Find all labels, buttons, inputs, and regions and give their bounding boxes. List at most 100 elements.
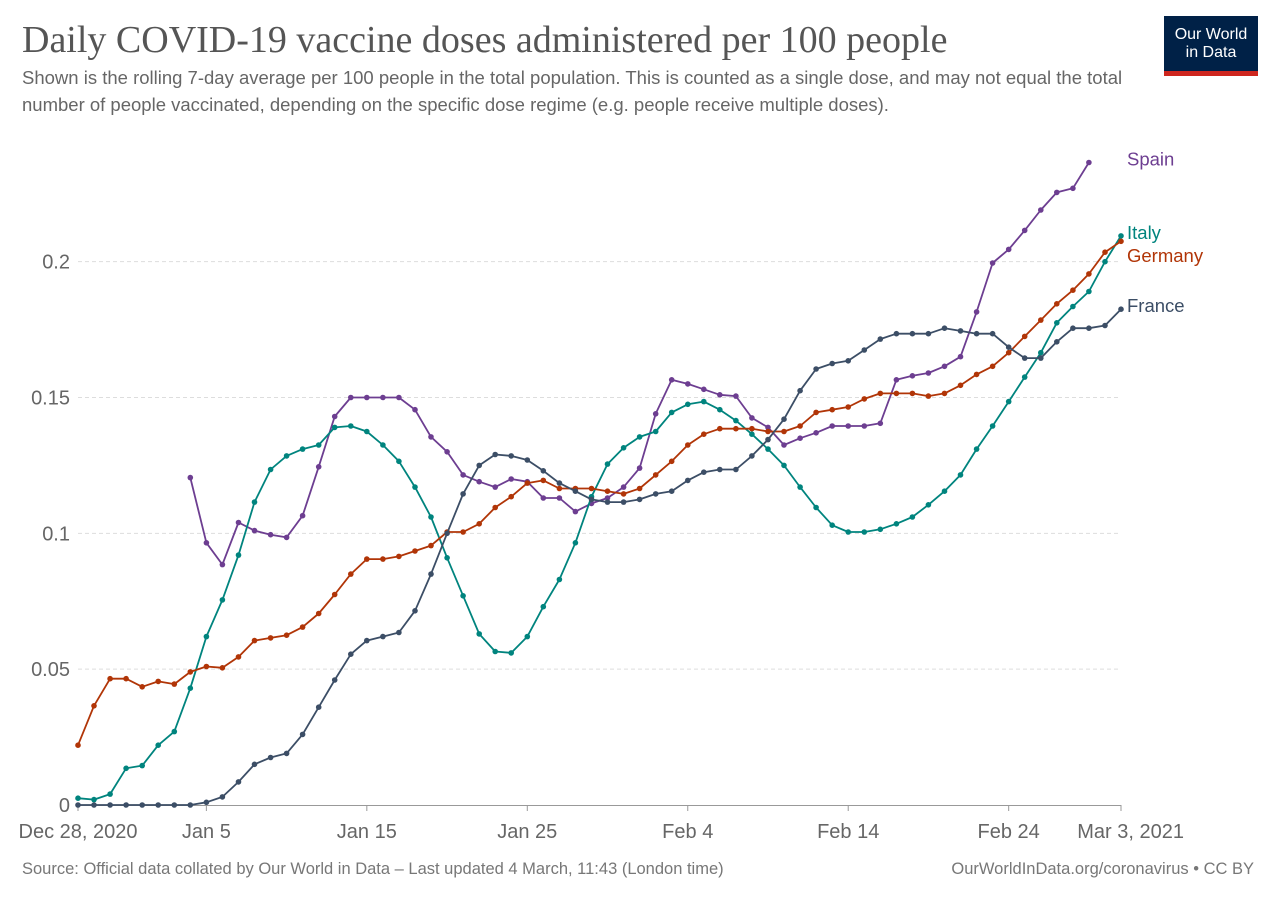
data-point-france [283,750,290,757]
data-point-germany [155,678,161,685]
data-point-spain [219,561,226,568]
data-point-france [123,802,129,808]
data-point-france [781,416,787,423]
data-point-germany [1005,349,1012,356]
data-point-germany [1102,249,1108,255]
data-point-germany [107,675,113,682]
data-point-france [171,802,178,808]
data-point-italy [107,791,113,797]
data-point-france [668,488,675,495]
data-point-italy [508,650,514,656]
data-point-germany [620,491,627,497]
x-axis: Dec 28, 2020 Jan 5 Jan 15 Jan 25 Feb 4 Feb 14… [19,805,1184,843]
data-point-france [620,499,627,505]
data-point-spain [877,420,884,427]
data-point-spain [1038,207,1044,213]
data-point-spain [620,484,627,490]
data-point-france [235,779,242,785]
data-point-france [331,677,338,683]
data-point-germany [203,663,210,670]
series-line-italy [77,235,1122,801]
data-point-france [749,453,755,459]
data-point-italy [331,424,338,431]
data-point-germany [861,396,868,402]
data-point-france [973,330,980,337]
data-point-france [1102,322,1108,329]
x-tick-label: Jan 15 [337,821,397,843]
x-tick-label: Jan 25 [497,821,557,843]
data-point-germany [460,529,466,535]
data-point-spain [476,478,483,485]
data-point-germany [348,571,354,577]
data-point-italy [845,529,851,535]
data-point-germany [428,542,434,549]
data-point-germany [331,591,338,598]
data-point-italy [380,442,386,448]
source-note[interactable]: Source: Official data collated by Our Wo… [22,860,724,878]
y-tick-label: 0.05 [31,659,70,681]
data-point-germany [219,665,226,671]
data-point-spain [604,495,611,501]
data-point-france [765,436,771,443]
data-point-italy [187,685,194,691]
data-point-spain [893,377,900,383]
data-point-france [829,360,835,367]
data-point-germany [75,742,81,748]
data-point-spain [428,434,434,440]
data-point-germany [364,556,370,562]
data-point-spain [636,465,643,471]
data-point-germany [1118,238,1124,245]
data-point-italy [1118,233,1124,239]
data-point-spain [235,519,242,526]
data-point-france [155,802,161,808]
data-point-france [508,453,514,459]
data-point-italy [460,593,466,599]
data-point-spain [1070,185,1076,192]
data-point-germany [957,382,964,389]
data-point-italy [1086,288,1092,295]
data-point-spain [1086,159,1092,166]
data-point-france [364,637,370,644]
data-point-france [1118,306,1124,313]
data-point-france [1005,344,1012,351]
data-point-germany [476,521,483,527]
data-point-germany [749,425,755,432]
data-point-germany [893,390,900,397]
data-point-france [893,330,900,337]
data-point-germany [765,428,771,435]
data-point-italy [925,502,932,508]
data-point-spain [203,540,210,546]
data-point-spain [861,423,868,429]
data-point-france [492,451,499,458]
data-point-italy [572,540,579,546]
data-point-germany [701,431,707,438]
data-point-germany [187,669,194,675]
series-label-italy: Italy [1127,222,1162,243]
data-point-italy [396,458,402,465]
data-point-spain [685,381,691,387]
data-point-italy [203,633,210,640]
data-point-france [1038,355,1044,361]
data-point-italy [765,446,771,452]
data-point-germany [733,425,739,432]
data-point-spain [572,508,579,515]
data-point-italy [476,631,483,637]
data-point-france [107,802,113,808]
data-point-germany [1038,317,1044,323]
data-point-italy [299,446,306,452]
data-point-germany [588,485,595,492]
data-point-italy [909,514,916,520]
data-point-france [877,336,884,342]
data-point-germany [925,393,932,399]
x-tick-label: Dec 28, 2020 [19,821,138,843]
data-point-italy [1005,398,1012,405]
y-axis-ticks: 0 0.05 0.1 0.15 0.2 [31,252,70,817]
credit-link[interactable]: OurWorldInData.org/coronavirus • CC BY [951,860,1254,878]
owid-logo[interactable]: Our World in Data [1164,16,1258,76]
data-point-france [428,571,434,577]
y-tick-label: 0.1 [42,523,70,545]
data-point-germany [668,458,675,465]
data-point-germany [877,390,884,397]
data-point-germany [492,504,499,511]
